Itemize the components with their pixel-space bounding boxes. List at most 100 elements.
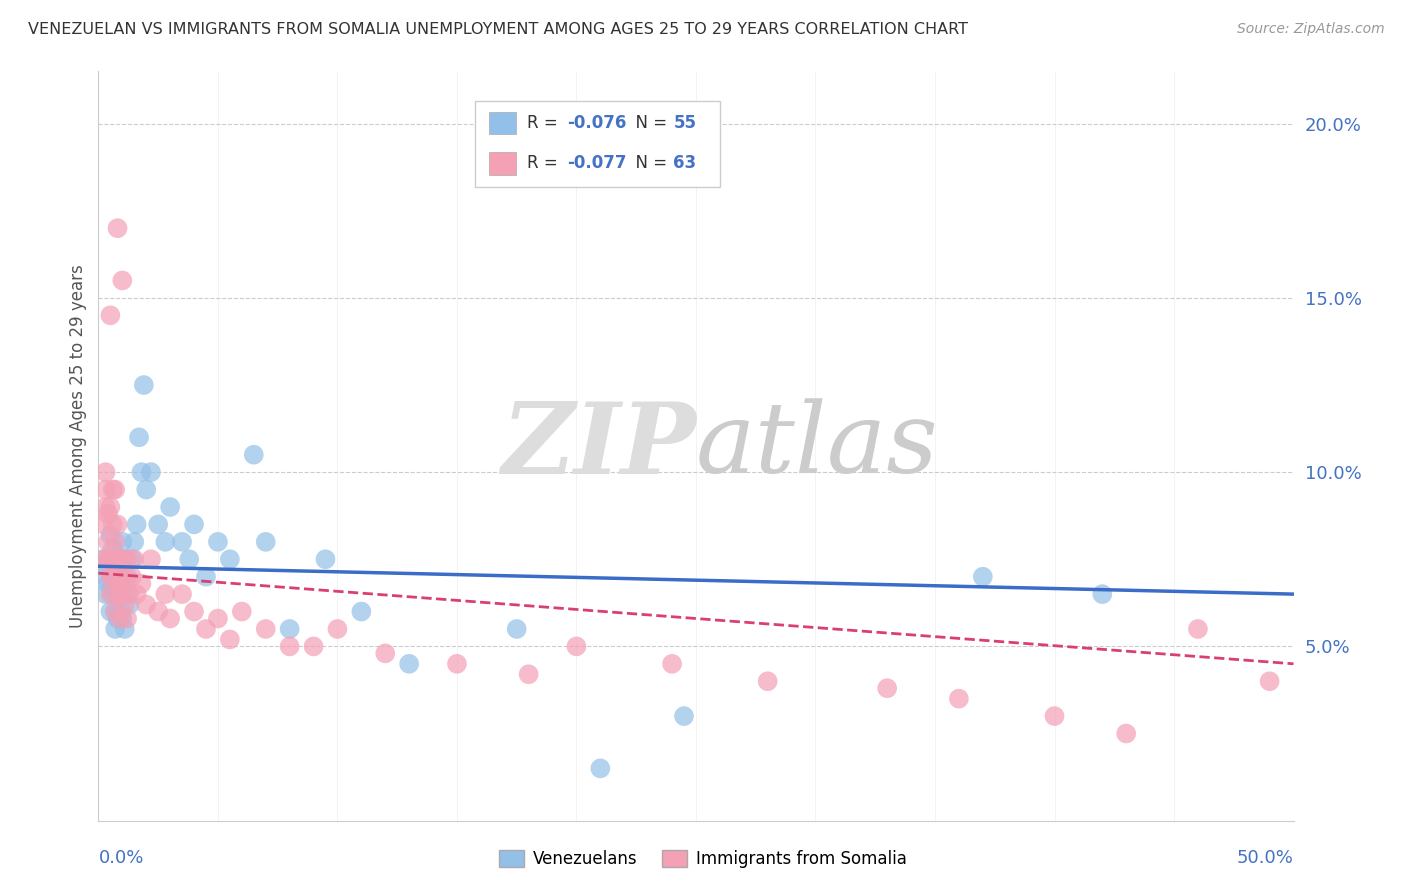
Point: [111, 552, 134, 566]
Point: [876, 681, 898, 696]
Point: [155, 587, 177, 601]
Point: [104, 552, 127, 566]
FancyBboxPatch shape: [489, 153, 516, 175]
Point: [219, 552, 242, 566]
Point: [97, 507, 120, 521]
Point: [179, 552, 201, 566]
Point: [98, 308, 122, 322]
Point: [115, 611, 138, 625]
Point: [506, 622, 529, 636]
Point: [104, 622, 127, 636]
Point: [104, 534, 127, 549]
Point: [972, 570, 994, 584]
Point: [124, 552, 146, 566]
Point: [125, 587, 148, 601]
Point: [98, 528, 122, 542]
Point: [118, 587, 141, 601]
Point: [98, 587, 122, 601]
Point: [97, 576, 120, 591]
Point: [135, 598, 157, 612]
Point: [97, 552, 120, 566]
Point: [124, 534, 146, 549]
Point: [135, 483, 157, 497]
Point: [278, 640, 301, 654]
Point: [254, 622, 277, 636]
Text: -0.077: -0.077: [567, 154, 627, 172]
Point: [97, 534, 120, 549]
Point: [172, 534, 194, 549]
Point: [131, 465, 153, 479]
Point: [589, 761, 612, 775]
Text: 63: 63: [673, 154, 696, 172]
Point: [661, 657, 683, 671]
Text: Source: ZipAtlas.com: Source: ZipAtlas.com: [1237, 22, 1385, 37]
Point: [94, 500, 117, 514]
Point: [114, 622, 136, 636]
Point: [101, 483, 124, 497]
Point: [101, 570, 124, 584]
Point: [350, 605, 373, 619]
Point: [94, 587, 117, 601]
Point: [565, 640, 588, 654]
Point: [91, 552, 114, 566]
Point: [1115, 726, 1137, 740]
Point: [97, 563, 120, 577]
Point: [219, 632, 242, 647]
Point: [115, 587, 138, 601]
Point: [302, 640, 325, 654]
Point: [115, 570, 138, 584]
Point: [254, 534, 277, 549]
Point: [125, 517, 148, 532]
Point: [98, 500, 122, 514]
Point: [107, 552, 129, 566]
Text: R =: R =: [527, 114, 564, 132]
FancyBboxPatch shape: [475, 102, 720, 187]
Point: [148, 517, 170, 532]
Point: [104, 483, 127, 497]
Point: [243, 448, 266, 462]
Point: [107, 221, 129, 235]
Point: [107, 587, 129, 601]
Point: [91, 517, 114, 532]
Point: [108, 611, 131, 625]
Point: [101, 517, 124, 532]
Point: [326, 622, 349, 636]
Point: [114, 598, 136, 612]
Point: [128, 430, 150, 444]
Point: [673, 709, 696, 723]
Text: VENEZUELAN VS IMMIGRANTS FROM SOMALIA UNEMPLOYMENT AMONG AGES 25 TO 29 YEARS COR: VENEZUELAN VS IMMIGRANTS FROM SOMALIA UN…: [28, 22, 969, 37]
Point: [172, 587, 194, 601]
Point: [446, 657, 468, 671]
Point: [107, 587, 129, 601]
Point: [155, 534, 177, 549]
Point: [1091, 587, 1114, 601]
Text: -0.076: -0.076: [567, 114, 626, 132]
Point: [207, 534, 229, 549]
Point: [94, 483, 117, 497]
Point: [107, 563, 129, 577]
Point: [183, 517, 205, 532]
Point: [108, 576, 131, 591]
Point: [517, 667, 540, 681]
Text: N =: N =: [626, 154, 673, 172]
Point: [101, 570, 124, 584]
Point: [98, 552, 122, 566]
Point: [111, 534, 134, 549]
Point: [121, 570, 143, 584]
Point: [159, 500, 181, 514]
Point: [195, 622, 218, 636]
Text: ZIP: ZIP: [501, 398, 696, 494]
Point: [107, 517, 129, 532]
Point: [756, 674, 779, 689]
Point: [207, 611, 229, 625]
Point: [101, 587, 124, 601]
Point: [195, 570, 218, 584]
Text: N =: N =: [626, 114, 673, 132]
Point: [139, 552, 162, 566]
Point: [398, 657, 420, 671]
Point: [101, 541, 124, 556]
Point: [948, 691, 970, 706]
Point: [111, 587, 134, 601]
Point: [94, 570, 117, 584]
Point: [104, 576, 127, 591]
